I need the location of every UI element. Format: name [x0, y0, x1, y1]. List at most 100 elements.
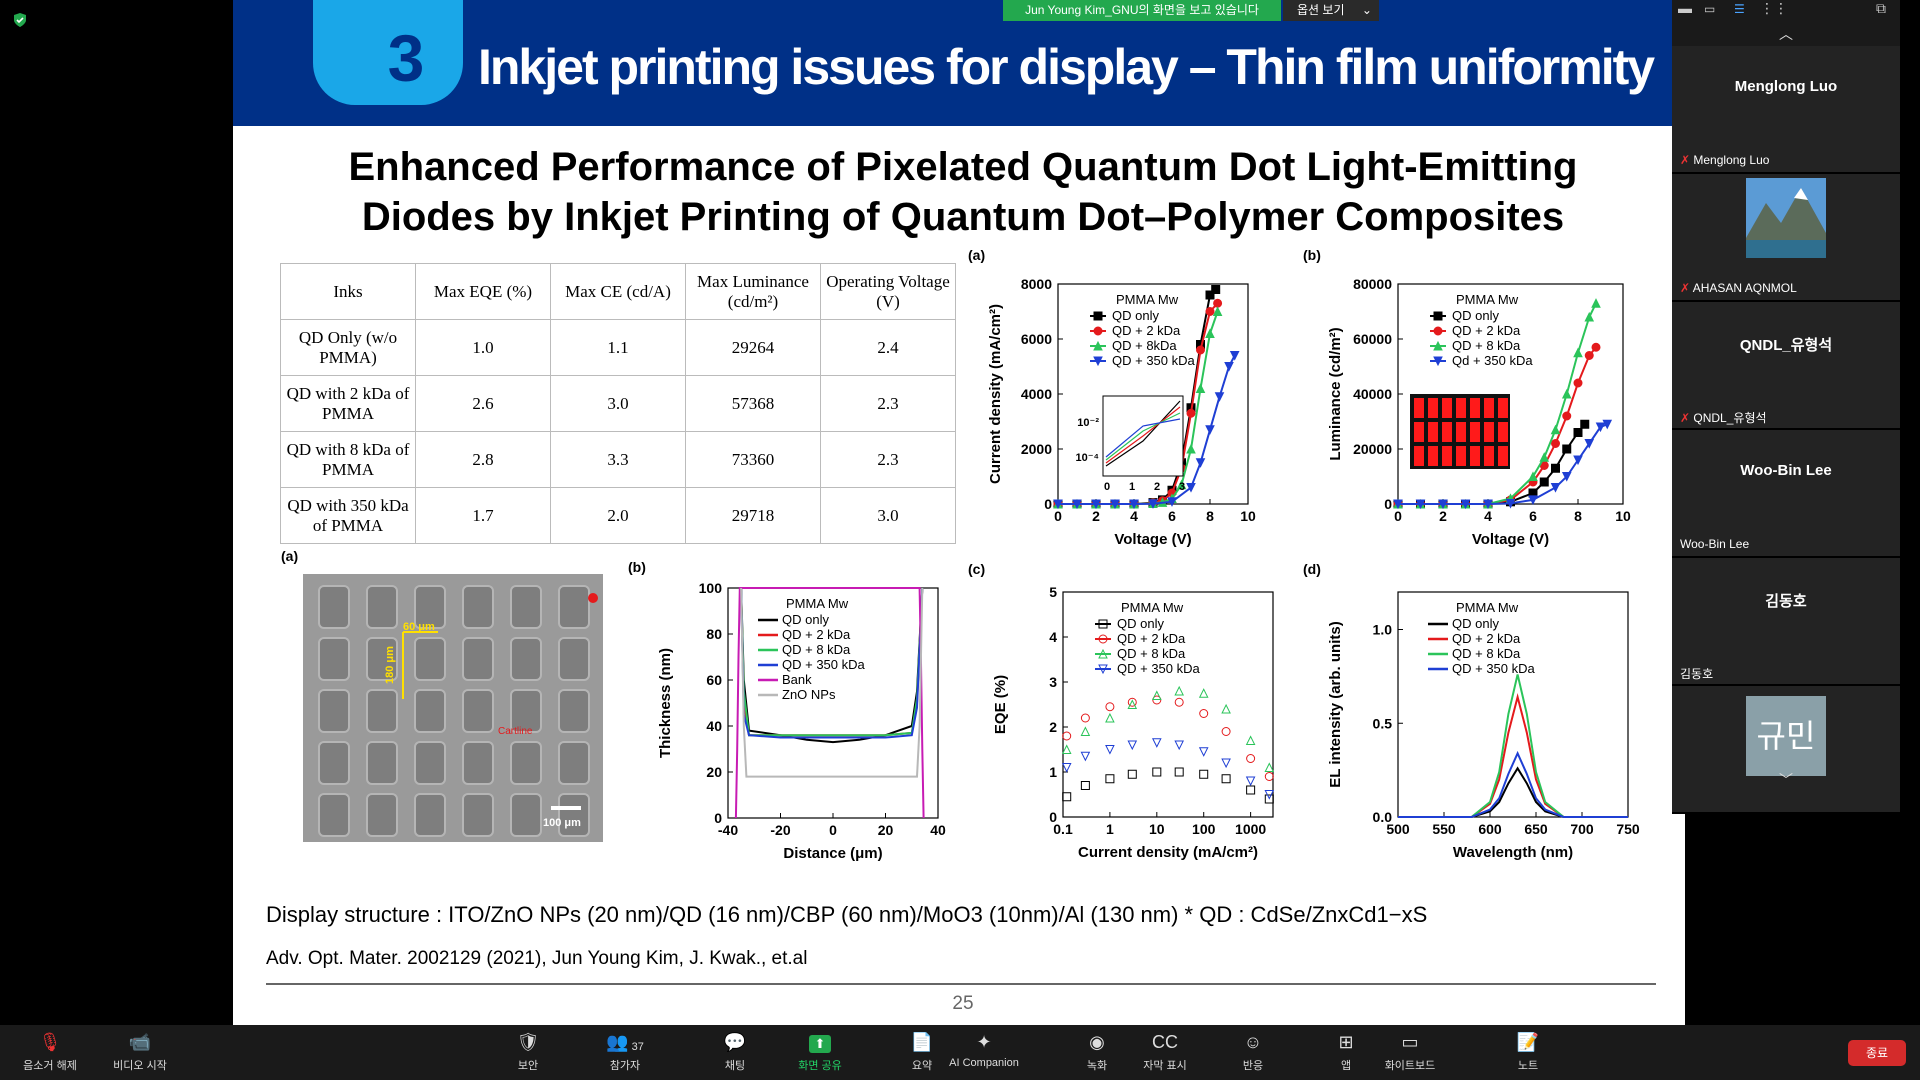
series-line: [740, 587, 924, 739]
data-point: [1595, 422, 1606, 433]
video-off-icon: 📹: [128, 1032, 152, 1052]
toolbar-reaction-button[interactable]: ☺ 반응: [1213, 1025, 1293, 1080]
scroll-down-chevron-icon[interactable]: ﹀: [1779, 772, 1793, 788]
data-point: [1127, 697, 1137, 707]
x-tick-label: 650: [1524, 821, 1548, 837]
toolbar-share-screen-button[interactable]: ⬆ 화면 공유: [780, 1025, 860, 1080]
table-cell: 29718: [685, 487, 821, 544]
participant-label: Woo-Bin Lee: [1680, 537, 1750, 551]
grid-view-icon[interactable]: ⋮⋮: [1760, 0, 1788, 16]
mic-muted-icon: ✗: [1680, 153, 1694, 167]
data-point: [1561, 472, 1572, 482]
table-cell: 2.6: [415, 375, 551, 432]
toolbar-summary-button[interactable]: 📄 요약: [882, 1025, 962, 1080]
view-options-label: 옵션 보기: [1297, 3, 1345, 17]
popout-icon[interactable]: ⧉: [1876, 0, 1886, 16]
mic-muted-icon: 🎙: [38, 1032, 62, 1052]
data-point: [1221, 774, 1231, 784]
data-point: [1152, 690, 1162, 700]
data-point: [1561, 388, 1572, 399]
micrograph-panel-label: (a): [281, 548, 299, 564]
participant-tile[interactable]: 규민: [1672, 686, 1900, 814]
legend-entry: QD + 350 kDa: [1117, 661, 1201, 676]
toolbar-whiteboard-button[interactable]: ▭ 화이트보드: [1370, 1025, 1450, 1080]
data-point: [1539, 477, 1549, 487]
data-point: [1573, 347, 1583, 358]
data-point: [1573, 455, 1583, 466]
table-row: QD Only (w/o PMMA) 1.0 1.1 29264 2.4: [280, 319, 956, 376]
data-point: [1415, 499, 1426, 510]
end-meeting-button[interactable]: 종료: [1848, 1040, 1906, 1066]
speaker-view-icon[interactable]: ▭: [1704, 2, 1716, 16]
panel-label: (c): [968, 562, 985, 577]
x-tick-label: 0: [829, 822, 837, 838]
toolbar-video-off-button[interactable]: 📹 비디오 시작: [100, 1025, 180, 1080]
x-tick-label: 1: [1106, 821, 1114, 837]
data-point: [1562, 411, 1572, 421]
footer-rule: [266, 983, 1656, 985]
data-point: [1110, 499, 1120, 510]
table-row: QD with 350 kDa of PMMA 1.7 2.0 29718 3.…: [280, 487, 956, 544]
scroll-up-chevron-icon[interactable]: ︿: [1779, 26, 1793, 42]
data-point: [1580, 419, 1590, 429]
data-point: [1602, 419, 1613, 430]
annotation-label: Cartline: [498, 726, 533, 737]
data-point: [1505, 498, 1516, 509]
data-point: [1129, 499, 1139, 510]
y-tick-label: 20000: [1353, 441, 1392, 457]
participant-tile[interactable]: QNDL_유형석 ✗ QNDL_유형석: [1672, 302, 1900, 430]
legend-title: PMMA Mw: [1456, 292, 1519, 307]
toolbar-mic-muted-button[interactable]: 🎙 음소거 해제: [10, 1025, 90, 1080]
toolbar-label: 비디오 시작: [113, 1060, 167, 1072]
data-point: [1245, 776, 1256, 787]
participant-tile[interactable]: Menglong Luo ✗ Menglong Luo: [1672, 46, 1900, 174]
data-point: [1198, 688, 1209, 698]
toolbar-participants-button[interactable]: 👥 37 참가자: [585, 1025, 665, 1080]
notes-icon: 📝: [1516, 1032, 1540, 1052]
participant-tile[interactable]: 김동호 김동호: [1672, 558, 1900, 686]
plot-frame: [1062, 591, 1274, 818]
avatar: 규민: [1746, 696, 1826, 776]
y-tick-label: 60: [706, 672, 722, 688]
x-tick-label: 0: [1394, 508, 1402, 524]
participant-tile[interactable]: Woo-Bin Lee Woo-Bin Lee: [1672, 430, 1900, 558]
view-options-button[interactable]: 옵션 보기 ⌄: [1283, 0, 1379, 21]
table-cell: 1.0: [415, 319, 551, 376]
x-tick-label: 500: [1386, 821, 1410, 837]
data-point: [1053, 499, 1063, 510]
data-point: [1221, 703, 1231, 714]
legend-entry: QD only: [1452, 308, 1499, 323]
series-line: [1398, 693, 1628, 818]
toolbar-chat-button[interactable]: 💬 채팅: [695, 1025, 775, 1080]
data-point: [1186, 443, 1196, 454]
data-point: [1105, 702, 1115, 712]
legend-title: PMMA Mw: [786, 596, 849, 611]
data-point: [1550, 483, 1561, 493]
y-tick-label: 80000: [1353, 276, 1392, 292]
toolbar-shield-button[interactable]: 🛡 보안: [488, 1025, 568, 1080]
x-tick-label: 1000: [1235, 821, 1266, 837]
display-structure-text: Display structure : ITO/ZnO NPs (20 nm)/…: [266, 902, 1428, 927]
mic-muted-icon: ✗: [1680, 281, 1693, 295]
data-point: [1264, 790, 1275, 800]
toolbar-apps-button[interactable]: ⊞ 앱: [1306, 1025, 1386, 1080]
strip-view-icon[interactable]: ☰: [1734, 2, 1745, 16]
participant-tile[interactable]: ✗ AHASAN AQNMOL: [1672, 174, 1900, 302]
x-axis-label: Voltage (V): [1114, 531, 1191, 548]
data-point: [1221, 758, 1231, 769]
data-point: [1198, 747, 1209, 757]
legend-entry: QD only: [782, 612, 829, 627]
table-header: Max Luminance (cd/m²): [685, 263, 821, 320]
toolbar-label: 채팅: [724, 1060, 746, 1072]
toolbar-cc-button[interactable]: CC 자막 표시: [1125, 1025, 1205, 1080]
series-line: [734, 587, 925, 819]
toolbar-ai-sparkle-button[interactable]: ✦ AI Companion: [944, 1025, 1024, 1080]
table-cell: 1.7: [415, 487, 551, 544]
shared-slide: 3 Inkjet printing issues for display – T…: [233, 0, 1685, 1027]
y-tick-label: 0: [714, 810, 722, 826]
toolbar-record-button[interactable]: ◉ 녹화: [1057, 1025, 1137, 1080]
minimize-icon[interactable]: ▬: [1678, 0, 1692, 16]
data-point: [1264, 772, 1274, 781]
toolbar-notes-button[interactable]: 📝 노트: [1488, 1025, 1568, 1080]
